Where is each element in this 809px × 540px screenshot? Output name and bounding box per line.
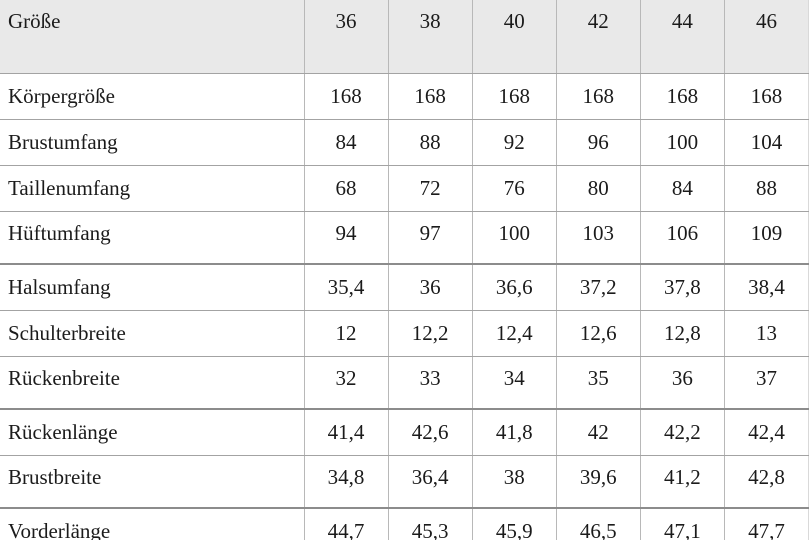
value-cell: 37	[723, 356, 809, 410]
table-row: Brustbreite 34,8 36,4 38 39,6 41,2 42,8	[0, 455, 809, 509]
size-header-cell: 40	[471, 0, 557, 74]
value-cell: 37,2	[555, 264, 641, 311]
row-label: Taillenumfang	[0, 165, 304, 212]
value-cell: 39,6	[555, 455, 641, 509]
value-cell: 88	[723, 165, 809, 212]
table-body: Körpergröße 168 168 168 168 168 168 Brustumfang…	[0, 73, 809, 540]
value-cell: 103	[555, 211, 641, 265]
value-cell: 35	[555, 356, 641, 410]
value-cell: 42,2	[639, 409, 725, 456]
value-cell: 76	[471, 165, 557, 212]
value-cell: 84	[639, 165, 725, 212]
table-row: Halsumfang 35,4 36 36,6 37,2 37,8 38,4	[0, 264, 809, 311]
table-row: Vorderlänge 44,7 45,3 45,9 46,5 47,1 47,7	[0, 508, 809, 540]
value-cell: 38	[471, 455, 557, 509]
size-header-cell: 44	[639, 0, 725, 74]
value-cell: 41,4	[303, 409, 389, 456]
value-cell: 45,9	[471, 508, 557, 540]
value-cell: 45,3	[387, 508, 473, 540]
row-label: Brustbreite	[0, 455, 304, 509]
table-row: Rückenlänge 41,4 42,6 41,8 42 42,2 42,4	[0, 409, 809, 456]
row-label: Hüftumfang	[0, 211, 304, 265]
table-row: Brustumfang 84 88 92 96 100 104	[0, 119, 809, 166]
row-label: Halsumfang	[0, 264, 304, 311]
value-cell: 13	[723, 310, 809, 357]
value-cell: 34	[471, 356, 557, 410]
value-cell: 12	[303, 310, 389, 357]
value-cell: 47,7	[723, 508, 809, 540]
value-cell: 44,7	[303, 508, 389, 540]
row-label: Brustumfang	[0, 119, 304, 166]
row-label: Vorderlänge	[8, 519, 111, 540]
value-cell: 92	[471, 119, 557, 166]
table-header: Größe 36 38 40 42 44 46	[0, 0, 809, 74]
value-cell: 46,5	[555, 508, 641, 540]
row-label: Rückenbreite	[0, 356, 304, 410]
value-cell: 168	[639, 73, 725, 120]
value-cell: 94	[303, 211, 389, 265]
value-cell: 33	[387, 356, 473, 410]
row-label: Körpergröße	[0, 73, 304, 120]
size-header-cell: 36	[303, 0, 389, 74]
value-cell: 42	[555, 409, 641, 456]
value-cell: 97	[387, 211, 473, 265]
size-header-cell: 42	[555, 0, 641, 74]
value-cell: 37,8	[639, 264, 725, 311]
value-cell: 12,8	[639, 310, 725, 357]
value-cell: 42,8	[723, 455, 809, 509]
value-cell: 12,6	[555, 310, 641, 357]
table-row: Körpergröße 168 168 168 168 168 168	[0, 73, 809, 120]
value-cell: 109	[723, 211, 809, 265]
value-cell: 168	[303, 73, 389, 120]
value-cell: 42,4	[723, 409, 809, 456]
table-row: Hüftumfang 94 97 100 103 106 109	[0, 211, 809, 265]
value-cell: 38,4	[723, 264, 809, 311]
value-cell: 12,4	[471, 310, 557, 357]
value-cell: 168	[387, 73, 473, 120]
value-cell: 12,2	[387, 310, 473, 357]
value-cell: 80	[555, 165, 641, 212]
row-label: Rückenlänge	[0, 409, 304, 456]
value-cell: 47,1	[639, 508, 725, 540]
value-cell: 34,8	[303, 455, 389, 509]
value-cell: 72	[387, 165, 473, 212]
value-cell: 104	[723, 119, 809, 166]
value-cell: 36,6	[471, 264, 557, 311]
value-cell: 41,2	[639, 455, 725, 509]
size-header-cell: 38	[387, 0, 473, 74]
value-cell: 106	[639, 211, 725, 265]
value-cell: 100	[471, 211, 557, 265]
value-cell: 36,4	[387, 455, 473, 509]
value-cell: 35,4	[303, 264, 389, 311]
value-cell: 84	[303, 119, 389, 166]
value-cell: 36	[639, 356, 725, 410]
value-cell: 68	[303, 165, 389, 212]
value-cell: 168	[723, 73, 809, 120]
value-cell: 41,8	[471, 409, 557, 456]
row-label: Schulterbreite	[0, 310, 304, 357]
table-row: Schulterbreite 12 12,2 12,4 12,6 12,8 13	[0, 310, 809, 357]
table-row: Taillenumfang 68 72 76 80 84 88	[0, 165, 809, 212]
value-cell: 88	[387, 119, 473, 166]
table-row: Rückenbreite 32 33 34 35 36 37	[0, 356, 809, 410]
value-cell: 168	[555, 73, 641, 120]
value-cell: 32	[303, 356, 389, 410]
value-cell: 168	[471, 73, 557, 120]
value-cell: 42,6	[387, 409, 473, 456]
header-row: Größe 36 38 40 42 44 46	[0, 0, 809, 74]
value-cell: 96	[555, 119, 641, 166]
size-header-label: Größe	[0, 0, 304, 74]
value-cell: 36	[387, 264, 473, 311]
size-header-cell: 46	[723, 0, 809, 74]
value-cell: 100	[639, 119, 725, 166]
